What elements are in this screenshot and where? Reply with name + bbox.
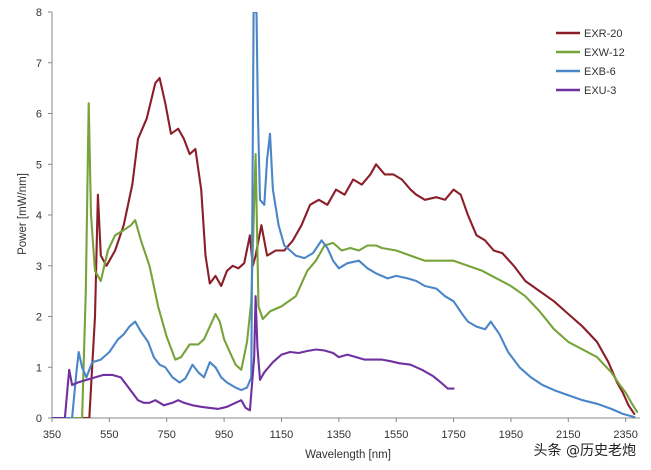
y-tick-label: 1 [36, 362, 42, 374]
y-tick-label: 3 [36, 261, 42, 273]
legend-label-exr-20: EXR-20 [584, 28, 623, 40]
x-axis-label: Wavelength [nm] [305, 449, 391, 461]
axes: 350 550 750 950 1150 1350 1550 1750 1950 2150 2350… [36, 7, 640, 441]
legend-label-exu-3: EXU-3 [584, 85, 616, 97]
y-tick-label: 2 [36, 312, 42, 324]
watermark: 头条 @历史老炮 [534, 442, 636, 459]
y-tick-label: 0 [36, 413, 42, 425]
x-tick-label: 550 [100, 429, 118, 441]
x-tick-label: 1750 [441, 429, 465, 441]
series-group [52, 12, 639, 418]
series-line-exb-6 [52, 12, 636, 418]
y-tick-label: 5 [36, 159, 42, 171]
x-tick-label: 2350 [613, 429, 637, 441]
series-line-exw-12 [52, 102, 639, 418]
x-tick-label: 2150 [556, 429, 580, 441]
legend-label-exb-6: EXB-6 [584, 66, 616, 78]
x-tick-label: 1150 [270, 429, 294, 441]
legend: EXR-20 EXW-12 EXB-6 EXU-3 [556, 28, 625, 97]
y-tick-label: 8 [36, 7, 42, 19]
x-tick-label: 1350 [327, 429, 351, 441]
x-tick-label: 750 [158, 429, 176, 441]
x-tick-label: 1550 [384, 429, 408, 441]
y-tick-label: 4 [36, 210, 42, 222]
series-line-exr-20 [52, 76, 636, 418]
y-axis-label: Power [mW/nm] [17, 173, 29, 255]
y-tick-label: 7 [36, 58, 42, 70]
x-tick-label: 950 [215, 429, 233, 441]
legend-label-exw-12: EXW-12 [584, 47, 625, 59]
y-tick-label: 6 [36, 109, 42, 121]
x-tick-label: 350 [43, 429, 61, 441]
series-line-exu-3 [52, 295, 455, 418]
x-tick-label: 1950 [499, 429, 523, 441]
